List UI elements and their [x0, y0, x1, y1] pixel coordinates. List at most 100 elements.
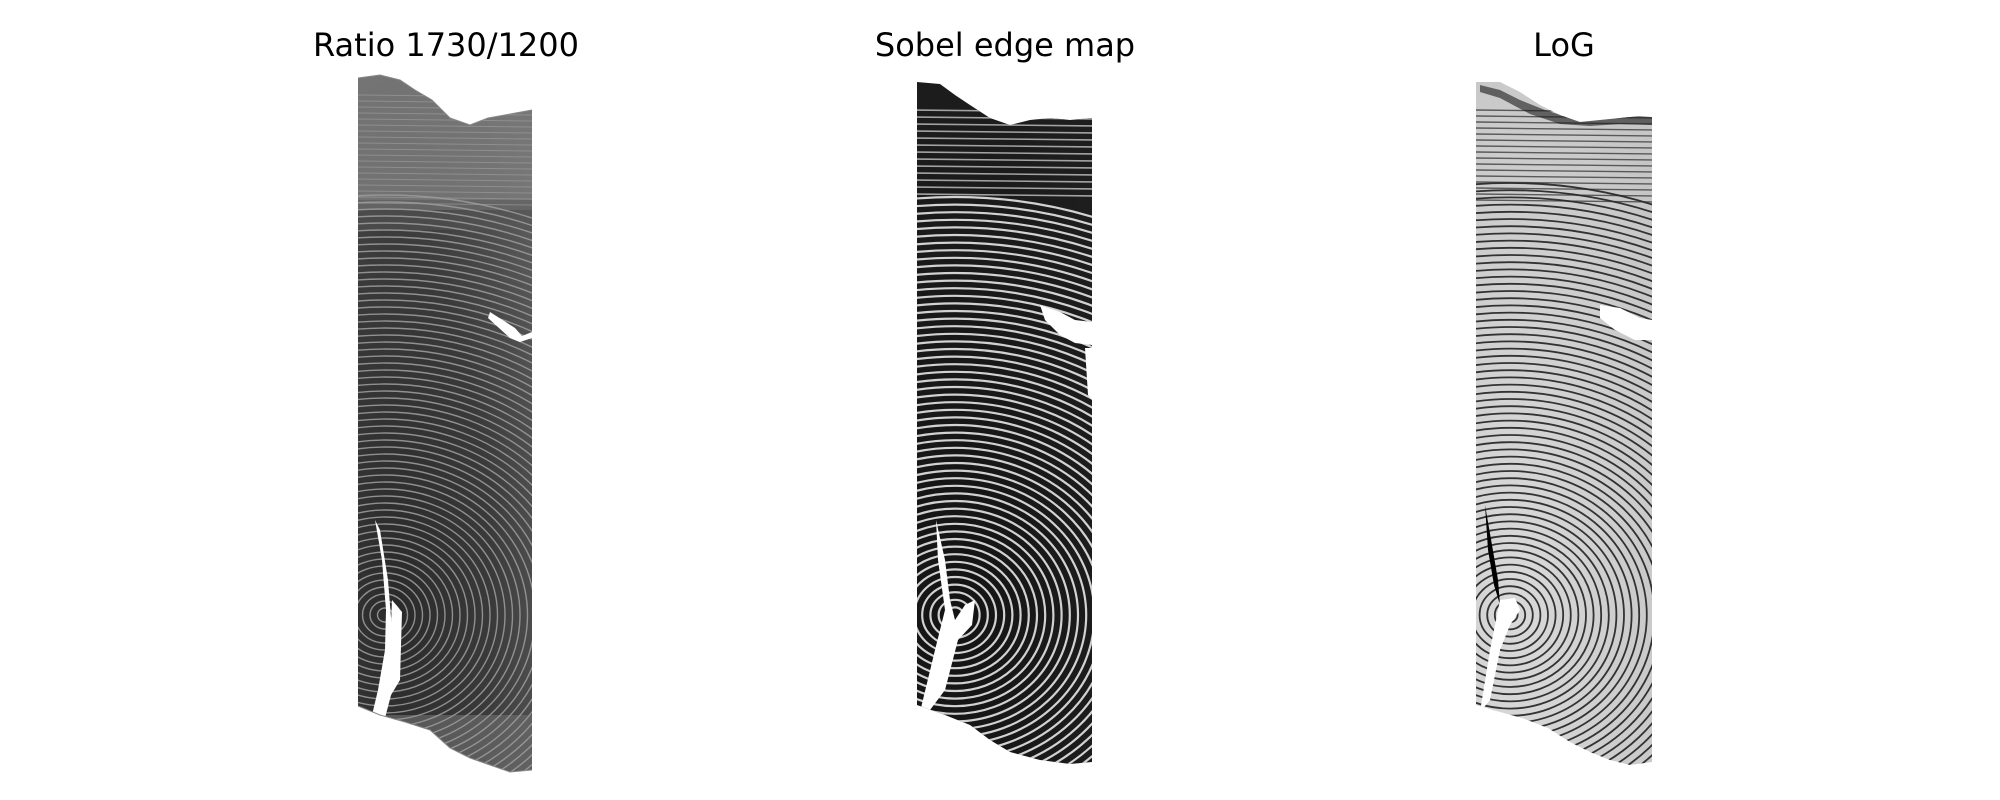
band-line [358, 154, 532, 158]
growth-ring [917, 249, 1092, 764]
growth-ring [1476, 196, 1652, 765]
band-line [917, 172, 1092, 176]
band-line [1476, 187, 1652, 191]
panel-title-log: LoG [1533, 26, 1595, 64]
growth-ring [917, 553, 1022, 677]
growth-ring [358, 299, 532, 772]
growth-ring [917, 560, 1014, 670]
growth-ring [1476, 462, 1652, 765]
band-line [1476, 163, 1652, 167]
band-line [1476, 181, 1652, 185]
growth-ring [358, 453, 532, 772]
growth-ring [358, 264, 532, 772]
panel-sobel-image [917, 82, 1092, 764]
growth-ring [358, 306, 532, 772]
band-line [1476, 127, 1652, 131]
band-line [358, 136, 532, 140]
growth-ring [1476, 354, 1652, 765]
growth-ring [917, 195, 1092, 764]
growth-ring [917, 575, 998, 655]
growth-ring [917, 370, 1092, 764]
band-line [917, 158, 1092, 162]
growth-ring [1476, 398, 1652, 765]
growth-ring [1476, 254, 1652, 765]
growth-ring [1476, 419, 1652, 765]
growth-ring [1476, 455, 1652, 765]
growth-ring [1476, 549, 1580, 681]
band-line [358, 130, 532, 134]
band-line [917, 123, 1092, 127]
growth-ring [1476, 383, 1652, 765]
band-line [358, 124, 532, 128]
growth-ring [917, 416, 1092, 764]
growth-ring [917, 294, 1092, 764]
growth-ring [1476, 534, 1595, 696]
growth-ring [1476, 340, 1652, 765]
growth-ring [917, 287, 1092, 764]
growth-ring [1476, 570, 1557, 660]
growth-ring [917, 515, 1063, 715]
growth-ring [1476, 290, 1652, 765]
band-line [358, 142, 532, 146]
growth-ring [917, 256, 1092, 764]
band-line [1476, 157, 1652, 161]
band-line [1476, 151, 1652, 155]
growth-ring [917, 530, 1047, 700]
growth-ring [917, 340, 1092, 764]
growth-ring [917, 309, 1092, 764]
growth-ring [917, 279, 1092, 764]
growth-ring [1476, 556, 1572, 674]
growth-ring [358, 194, 532, 772]
growth-ring [358, 257, 532, 772]
growth-ring [917, 537, 1039, 693]
growth-ring [358, 327, 532, 772]
growth-ring [1476, 297, 1652, 765]
growth-ring [1476, 520, 1610, 710]
growth-ring [358, 362, 532, 772]
growth-ring [358, 348, 532, 772]
growth-ring [1476, 282, 1652, 765]
growth-ring [917, 355, 1092, 764]
growth-ring [358, 390, 532, 772]
growth-ring [917, 385, 1092, 764]
growth-ring [358, 278, 532, 772]
growth-ring [1476, 434, 1652, 765]
band-line [917, 193, 1092, 197]
growth-ring [358, 418, 532, 772]
growth-ring [358, 446, 532, 772]
growth-ring [358, 313, 532, 772]
growth-ring [1478, 585, 1542, 645]
growth-ring [917, 241, 1092, 764]
growth-ring [358, 208, 532, 772]
growth-ring [1476, 210, 1652, 765]
growth-ring [358, 439, 532, 772]
growth-ring [917, 218, 1092, 764]
growth-ring [917, 393, 1092, 764]
growth-ring [917, 461, 1092, 764]
growth-ring [917, 233, 1092, 764]
growth-ring [1476, 203, 1652, 765]
growth-ring [1476, 326, 1652, 765]
band-line [358, 166, 532, 170]
growth-ring [358, 201, 532, 772]
growth-ring [917, 332, 1092, 764]
growth-ring [917, 271, 1092, 764]
growth-ring [917, 226, 1092, 764]
growth-ring [1476, 441, 1652, 765]
growth-ring [1476, 542, 1587, 688]
growth-ring [917, 522, 1055, 708]
growth-ring [1476, 275, 1652, 765]
growth-ring [917, 568, 1006, 662]
band-line [1476, 175, 1652, 179]
growth-ring [358, 369, 532, 772]
band-line [917, 130, 1092, 134]
band-line [1476, 139, 1652, 143]
growth-ring [917, 431, 1092, 764]
growth-ring [1476, 390, 1652, 765]
growth-ring [917, 439, 1092, 764]
growth-ring [917, 264, 1092, 764]
growth-ring [917, 302, 1092, 764]
growth-ring [1476, 369, 1652, 765]
growth-ring [358, 432, 532, 772]
